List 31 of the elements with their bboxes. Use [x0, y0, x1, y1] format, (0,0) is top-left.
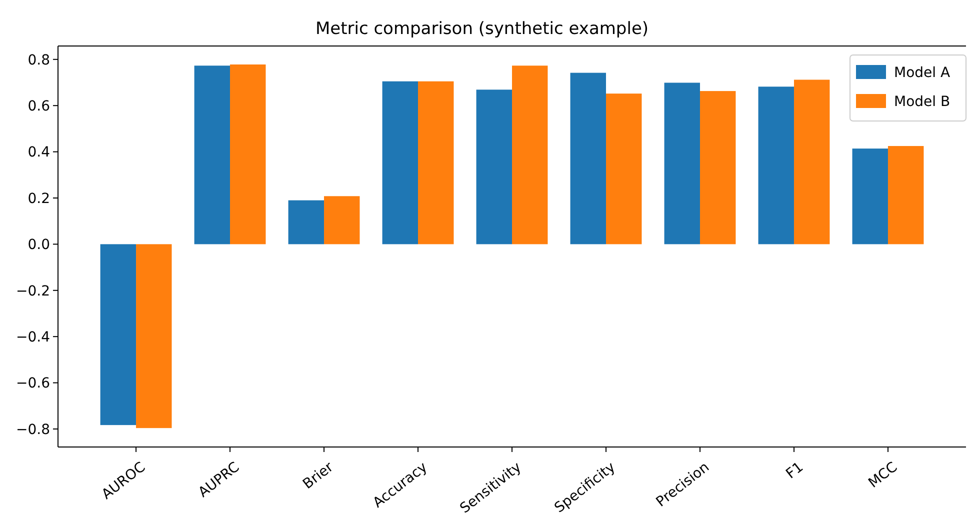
bar — [606, 94, 642, 244]
bar — [136, 244, 172, 428]
bar — [324, 196, 360, 244]
bar — [852, 148, 888, 244]
y-tick-label: 0.4 — [28, 144, 50, 161]
bar — [288, 200, 324, 244]
bar — [512, 66, 548, 244]
legend-label: Model B — [894, 94, 950, 110]
bar — [794, 80, 830, 244]
bar — [230, 64, 266, 244]
bar — [100, 244, 136, 426]
bar — [418, 81, 454, 244]
y-tick-label: −0.6 — [16, 376, 50, 392]
bar — [758, 86, 794, 244]
y-tick-label: 0.0 — [28, 237, 50, 254]
chart-title: Metric comparison (synthetic example) — [315, 19, 649, 39]
bar — [194, 66, 230, 244]
bar — [570, 72, 606, 244]
y-tick-label: −0.4 — [16, 329, 50, 346]
bar — [476, 90, 512, 244]
bar — [700, 91, 736, 244]
y-tick-label: −0.8 — [16, 422, 50, 438]
bar — [664, 82, 700, 244]
bar — [382, 81, 418, 244]
bar — [888, 146, 924, 244]
legend-label: Model A — [894, 64, 950, 81]
x-tick-label: F1 — [783, 459, 806, 482]
y-tick-label: 0.2 — [28, 190, 50, 207]
y-tick-label: 0.8 — [28, 52, 50, 68]
y-tick-label: 0.6 — [28, 98, 50, 114]
y-tick-label: −0.2 — [16, 283, 50, 300]
